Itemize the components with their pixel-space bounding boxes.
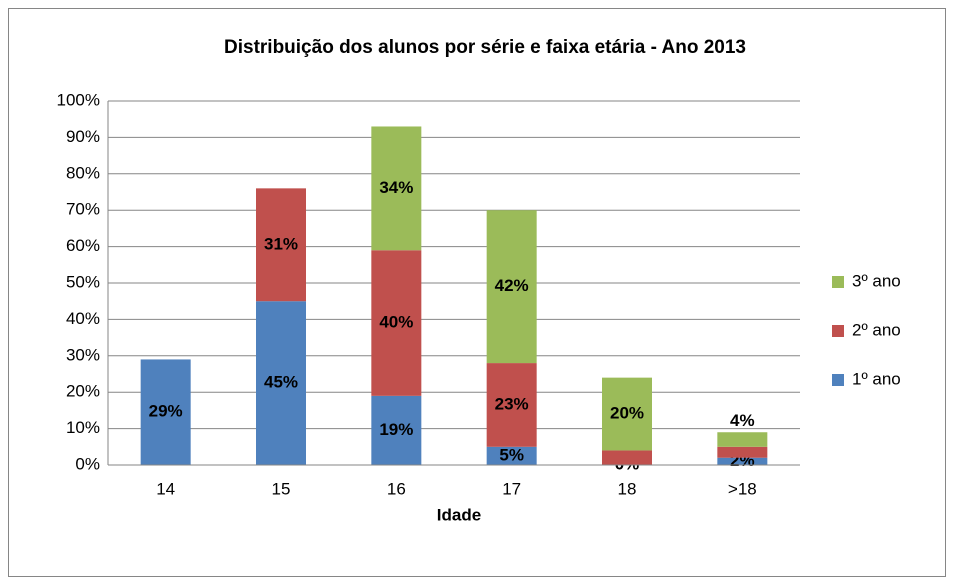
- y-tick-label: 0%: [75, 454, 100, 473]
- x-tick-label: 17: [502, 479, 521, 498]
- bar-segment: [371, 250, 422, 396]
- y-tick-label: 80%: [66, 163, 100, 182]
- y-tick-label: 70%: [66, 200, 100, 219]
- bar-segment: [256, 188, 306, 302]
- y-tick-label: 40%: [66, 309, 100, 328]
- data-label: 42%: [495, 276, 529, 295]
- bar-segment: [602, 450, 652, 465]
- bar-segment: [256, 301, 306, 465]
- legend-label: 2º ano: [852, 320, 901, 339]
- legend-swatch: [832, 276, 844, 288]
- y-tick-label: 30%: [66, 345, 100, 364]
- x-tick-label: 16: [387, 479, 406, 498]
- data-label: 31%: [264, 234, 298, 253]
- bar-segment: [486, 210, 537, 364]
- y-tick-label: 10%: [66, 418, 100, 437]
- x-tick-label: 14: [156, 479, 175, 498]
- y-tick-label: 60%: [66, 236, 100, 255]
- legend-label: 1º ano: [852, 369, 901, 388]
- chart-frame: [8, 8, 946, 577]
- data-label: 19%: [379, 420, 413, 439]
- bar-segment: [602, 377, 652, 451]
- bar-segment: [486, 363, 537, 447]
- y-tick-label: 100%: [57, 90, 100, 109]
- bar-segment: [371, 395, 422, 465]
- data-label: 29%: [149, 402, 183, 421]
- x-tick-label: >18: [728, 479, 757, 498]
- x-axis-title: Idade: [437, 505, 481, 524]
- legend-swatch: [832, 325, 844, 337]
- y-tick-label: 50%: [66, 272, 100, 291]
- legend-swatch: [832, 374, 844, 386]
- bar-segment: [140, 359, 191, 465]
- data-label: 45%: [264, 373, 298, 392]
- x-tick-label: 18: [618, 479, 637, 498]
- data-label: 4%: [730, 411, 755, 430]
- data-label: 34%: [379, 178, 413, 197]
- data-label: 40%: [379, 313, 413, 332]
- legend-label: 3º ano: [852, 271, 901, 290]
- x-tick-label: 15: [272, 479, 291, 498]
- bar-segment: [717, 446, 768, 458]
- chart-title: Distribuição dos alunos por série e faix…: [224, 37, 746, 58]
- data-label: 20%: [610, 404, 644, 423]
- bar-segment: [717, 432, 768, 447]
- data-label: 23%: [495, 394, 529, 413]
- y-tick-label: 90%: [66, 127, 100, 146]
- y-tick-label: 20%: [66, 382, 100, 401]
- bar-segment: [486, 446, 537, 465]
- data-label: 5%: [499, 445, 524, 464]
- bar-segment: [371, 126, 422, 251]
- bar-segment: [717, 457, 768, 465]
